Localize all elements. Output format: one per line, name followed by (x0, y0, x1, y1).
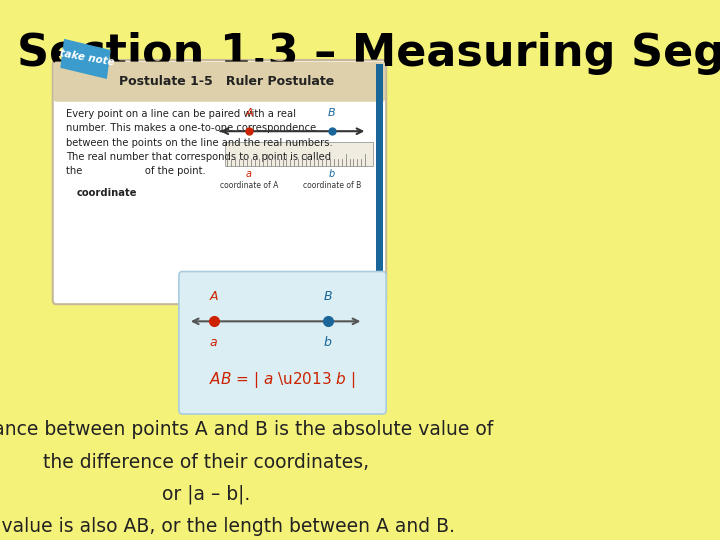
Text: This value is also AB, or the length between A and B.: This value is also AB, or the length bet… (0, 517, 454, 536)
Text: coordinate: coordinate (77, 188, 138, 198)
Text: a: a (246, 168, 252, 179)
FancyBboxPatch shape (54, 62, 385, 102)
FancyBboxPatch shape (53, 60, 386, 304)
Text: $\mathit{AB}$ = | $\mathit{a}$ \u2013 $\mathit{b}$ |: $\mathit{AB}$ = | $\mathit{a}$ \u2013 $\… (210, 370, 356, 390)
Text: or |a – b|.: or |a – b|. (161, 485, 250, 504)
Bar (225, 142, 373, 166)
Text: A: A (246, 108, 253, 118)
Text: coordinate of A: coordinate of A (220, 181, 278, 190)
Polygon shape (60, 39, 111, 79)
Text: Section 1.3 – Measuring Segments: Section 1.3 – Measuring Segments (17, 32, 720, 75)
Text: take note: take note (58, 48, 115, 68)
Text: a: a (210, 336, 217, 349)
Bar (376, 64, 383, 300)
Text: the difference of their coordinates,: the difference of their coordinates, (42, 453, 369, 471)
Text: The distance between points A and B is the absolute value of: The distance between points A and B is t… (0, 421, 493, 440)
Text: b: b (324, 336, 332, 349)
Text: Every point on a line can be paired with a real
number. This makes a one-to-one : Every point on a line can be paired with… (66, 109, 333, 177)
Text: b: b (328, 168, 335, 179)
Text: B: B (328, 108, 336, 118)
FancyBboxPatch shape (179, 272, 386, 414)
Text: A: A (210, 289, 218, 302)
Text: B: B (323, 289, 332, 302)
Text: coordinate of B: coordinate of B (302, 181, 361, 190)
Text: Postulate 1-5   Ruler Postulate: Postulate 1-5 Ruler Postulate (119, 75, 334, 88)
